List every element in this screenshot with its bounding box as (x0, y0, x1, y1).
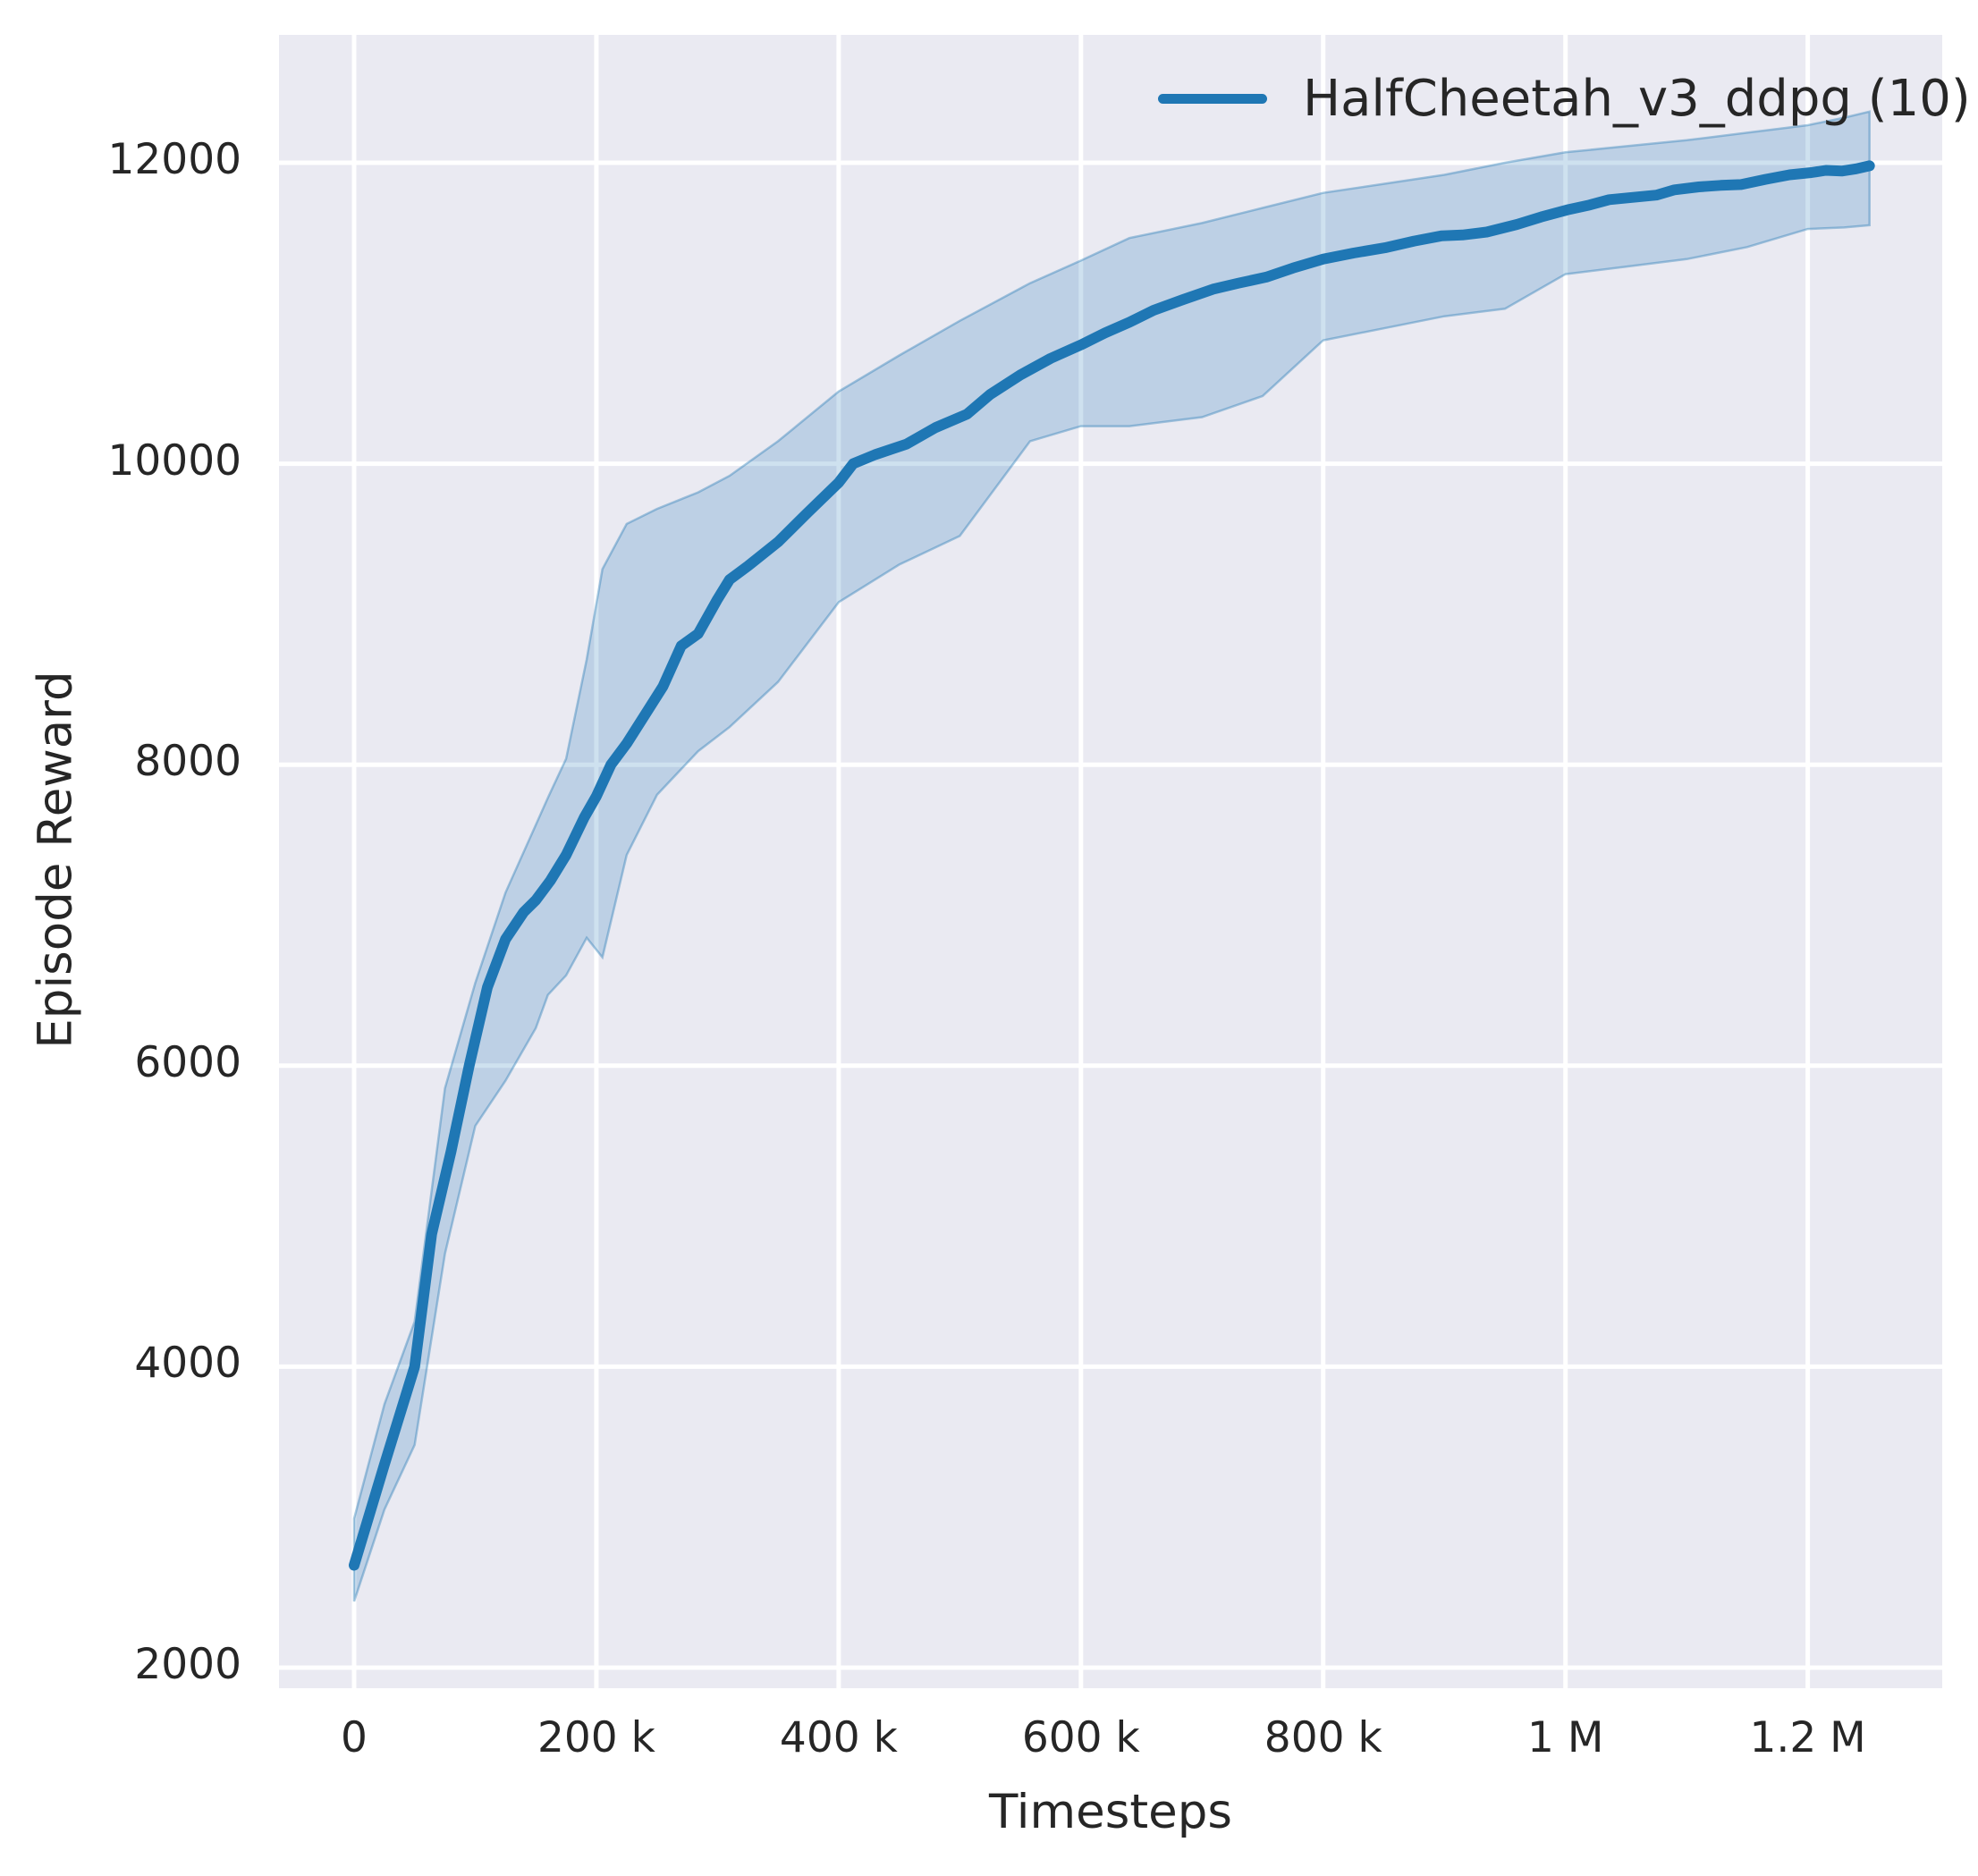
x-tick-label: 400 k (779, 1713, 898, 1762)
x-axis-label: Timesteps (989, 1785, 1232, 1839)
y-axis-label: Episode Reward (28, 670, 83, 1049)
x-tick-label: 0 (341, 1713, 368, 1762)
x-tick-label: 1 M (1526, 1713, 1604, 1762)
plot-area: HalfCheetah_v3_ddpg (10) (279, 35, 1971, 1688)
x-tick-label: 200 k (537, 1713, 655, 1762)
x-tick-label: 1.2 M (1749, 1713, 1866, 1762)
y-tick-label: 8000 (134, 737, 241, 787)
y-tick-label: 4000 (134, 1339, 241, 1389)
mean-line (349, 160, 1875, 1571)
legend: HalfCheetah_v3_ddpg (10) (1158, 69, 1971, 128)
x-tick-label: 600 k (1021, 1713, 1140, 1762)
y-tick-label: 12000 (107, 135, 241, 185)
plot-canvas (279, 35, 1942, 1688)
legend-line-swatch (1158, 93, 1267, 104)
legend-label: HalfCheetah_v3_ddpg (10) (1303, 69, 1971, 128)
y-tick-label: 6000 (134, 1037, 241, 1087)
y-tick-label: 2000 (134, 1639, 241, 1689)
confidence-band (352, 110, 1871, 1602)
x-tick-label: 800 k (1264, 1713, 1382, 1762)
y-tick-label: 10000 (107, 435, 241, 486)
